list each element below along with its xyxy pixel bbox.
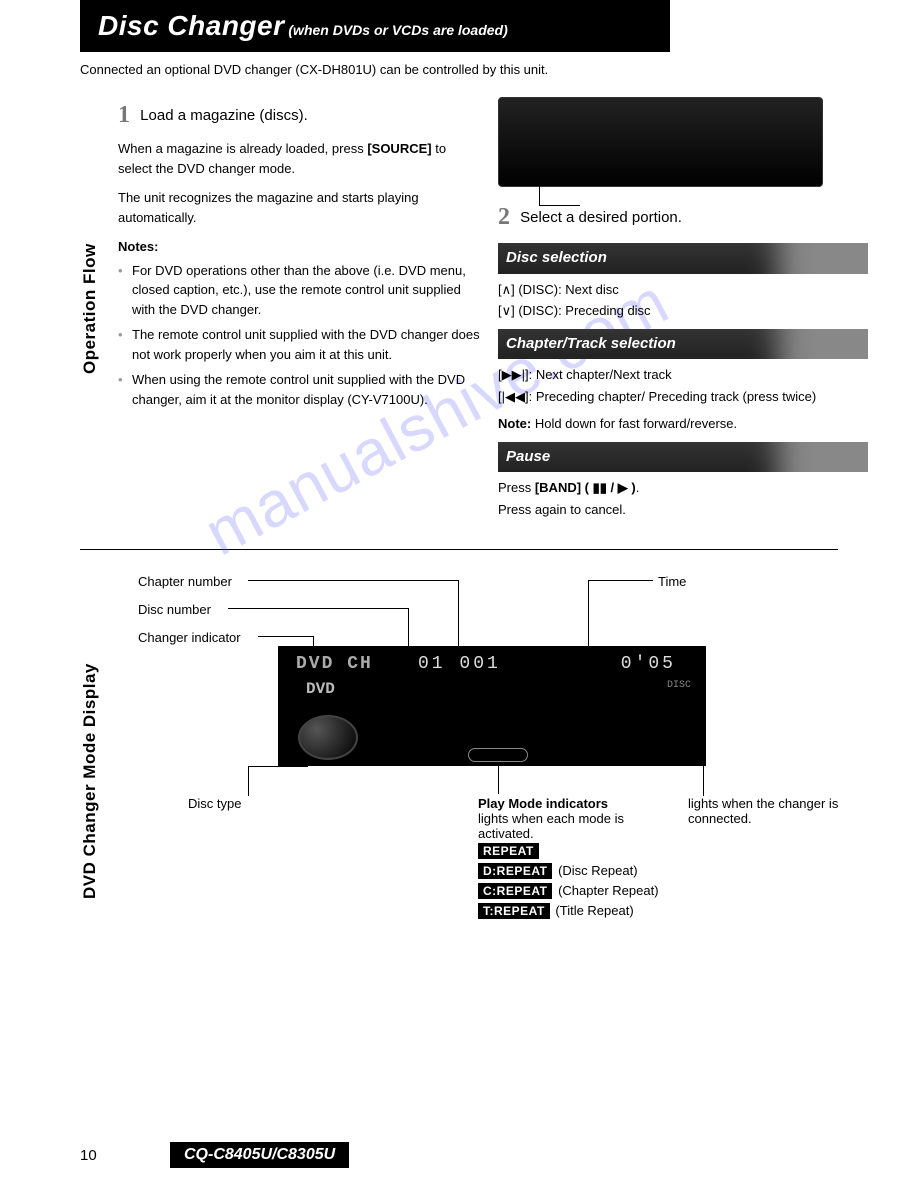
d-repeat-tag: D:REPEAT — [478, 863, 552, 879]
play-mode-title: Play Mode indicators — [478, 796, 678, 811]
c-repeat-label: (Chapter Repeat) — [558, 883, 658, 898]
model-number: CQ-C8405U/C8305U — [170, 1142, 349, 1168]
step1-column: 1 Load a magazine (discs). When a magazi… — [118, 97, 498, 521]
chapter-track-heading: Chapter/Track selection — [498, 329, 868, 360]
disc-up-control: [∧] (DISC): Next disc — [498, 280, 868, 300]
step2-title-text: Select a desired portion. — [520, 209, 682, 226]
page-footer: 10 CQ-C8405U/C8305U — [0, 1142, 918, 1168]
c-repeat-tag: C:REPEAT — [478, 883, 552, 899]
step2-number: 2 — [498, 204, 510, 230]
disc-swirl-icon — [298, 715, 358, 760]
display-dvd: DVD — [306, 680, 335, 698]
pause-heading: Pause — [498, 442, 868, 473]
notes-heading: Notes: — [118, 237, 483, 257]
intro-text: Connected an optional DVD changer (CX-DH… — [80, 62, 918, 77]
pause-line2: Press again to cancel. — [498, 500, 868, 520]
display-section: DVD Changer Mode Display Chapter number … — [80, 566, 918, 996]
note-item: The remote control unit supplied with th… — [118, 325, 483, 364]
disc-down-control: [∨] (DISC): Preceding disc — [498, 301, 868, 321]
step1-number: 1 — [118, 102, 130, 128]
display-time: 0'05 — [621, 654, 676, 674]
operation-flow-label: Operation Flow — [80, 97, 108, 521]
note-item: When using the remote control unit suppl… — [118, 370, 483, 409]
notes-list: For DVD operations other than the above … — [118, 261, 483, 410]
page-number: 10 — [80, 1147, 170, 1164]
divider — [80, 549, 838, 550]
display-button-icon — [468, 748, 528, 762]
display-diagram: Chapter number Disc number Changer indic… — [118, 566, 878, 996]
step1-p2: The unit recognizes the magazine and sta… — [118, 188, 483, 227]
disc-number-label: Disc number — [138, 602, 211, 617]
disc-type-label: Disc type — [188, 796, 241, 811]
t-repeat-tag: T:REPEAT — [478, 903, 550, 919]
display-numbers: 01 001 — [418, 654, 501, 674]
step2-column: 2 Select a desired portion. Disc selecti… — [498, 97, 868, 521]
changer-connected-note: lights when the changer is connected. — [688, 796, 858, 826]
step1-title-text: Load a magazine (discs). — [140, 107, 308, 124]
title-bar: Disc Changer (when DVDs or VCDs are load… — [80, 0, 670, 52]
disc-selection-heading: Disc selection — [498, 243, 868, 274]
display-section-label: DVD Changer Mode Display — [80, 566, 108, 996]
t-repeat-label: (Title Repeat) — [555, 903, 633, 918]
time-label: Time — [658, 574, 686, 589]
operation-flow-section: Operation Flow 1 Load a magazine (discs)… — [80, 97, 918, 521]
pause-line1: Press [BAND] ( ▮▮ / ▶ ). — [498, 478, 868, 498]
title-sub: (when DVDs or VCDs are loaded) — [288, 22, 507, 38]
car-stereo-illustration — [498, 97, 823, 187]
repeat-tag: REPEAT — [478, 843, 539, 859]
next-chapter-control: [▶▶|]: Next chapter/Next track — [498, 365, 868, 385]
hold-note: Note: Hold down for fast forward/reverse… — [498, 414, 868, 434]
lcd-display-illustration: DVD CH 01 001 0'05 DVD DISC — [278, 646, 706, 766]
display-dvd-ch: DVD CH — [296, 654, 373, 674]
step1-title: 1 Load a magazine (discs). — [118, 97, 483, 133]
note-item: For DVD operations other than the above … — [118, 261, 483, 320]
d-repeat-label: (Disc Repeat) — [558, 863, 637, 878]
play-mode-block: Play Mode indicators lights when each mo… — [478, 796, 678, 921]
prev-chapter-control: [|◀◀]: Preceding chapter/ Preceding trac… — [498, 387, 868, 407]
step1-p1: When a magazine is already loaded, press… — [118, 139, 483, 178]
play-mode-desc: lights when each mode is activated. — [478, 811, 678, 841]
title-main: Disc Changer — [98, 10, 285, 41]
chapter-number-label: Chapter number — [138, 574, 232, 589]
display-disc: DISC — [667, 680, 691, 691]
changer-indicator-label: Changer indicator — [138, 630, 241, 645]
